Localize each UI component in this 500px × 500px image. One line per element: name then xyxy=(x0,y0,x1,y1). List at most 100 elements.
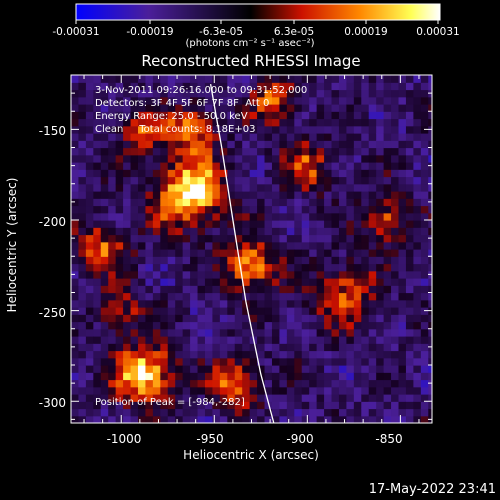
heatmap-cell xyxy=(100,350,109,359)
heatmap-cell xyxy=(85,249,94,257)
heatmap-cell xyxy=(145,372,154,381)
heatmap-cell xyxy=(234,212,243,221)
heatmap-cell xyxy=(242,104,251,112)
heatmap-cell xyxy=(190,350,199,359)
heatmap-cell xyxy=(242,147,251,156)
heatmap-cell xyxy=(294,89,303,98)
heatmap-cell xyxy=(137,169,147,178)
heatmap-cell xyxy=(405,140,414,149)
heatmap-cell xyxy=(145,386,154,395)
heatmap-cell xyxy=(108,227,117,236)
heatmap-cell xyxy=(182,415,191,423)
heatmap-cell xyxy=(100,133,109,141)
heatmap-cell xyxy=(279,278,288,286)
heatmap-cell xyxy=(152,357,161,366)
heatmap-cell xyxy=(353,365,362,373)
heatmap-cell xyxy=(353,183,362,192)
heatmap-cell xyxy=(331,372,340,381)
heatmap-cell xyxy=(391,183,400,192)
heatmap-cell xyxy=(93,270,102,279)
render-timestamp: 17-May-2022 23:41 xyxy=(368,482,496,497)
heatmap-cell xyxy=(428,278,432,286)
heatmap-cell xyxy=(78,386,87,395)
heatmap-cell xyxy=(100,183,109,192)
heatmap-cell xyxy=(137,104,147,112)
heatmap-cell xyxy=(420,169,429,178)
heatmap-cell xyxy=(115,401,124,410)
heatmap-cell xyxy=(294,220,303,228)
heatmap-cell xyxy=(152,415,161,423)
heatmap-cell xyxy=(242,270,251,279)
heatmap-cell xyxy=(197,314,206,323)
heatmap-cell xyxy=(405,154,414,163)
heatmap-cell xyxy=(190,408,199,417)
heatmap-cell xyxy=(93,307,102,315)
heatmap-cell xyxy=(108,343,117,352)
heatmap-cell xyxy=(242,234,251,243)
heatmap-cell xyxy=(249,328,258,337)
heatmap-cell xyxy=(257,278,266,286)
heatmap-cell xyxy=(420,82,429,91)
heatmap-cell xyxy=(123,256,132,265)
heatmap-cell xyxy=(212,212,221,221)
heatmap-cell xyxy=(160,82,169,91)
heatmap-cell xyxy=(257,408,266,417)
heatmap-cell xyxy=(353,75,362,83)
heatmap-cell xyxy=(93,386,102,395)
heatmap-cell xyxy=(338,96,347,105)
heatmap-cell xyxy=(190,415,199,423)
heatmap-cell xyxy=(204,212,214,221)
heatmap-cell xyxy=(249,234,258,243)
heatmap-cell xyxy=(376,147,385,156)
heatmap-cell xyxy=(338,227,347,236)
heatmap-cell xyxy=(391,227,400,236)
heatmap-cell xyxy=(257,350,266,359)
heatmap-cell xyxy=(361,234,370,243)
heatmap-cell xyxy=(324,379,333,388)
heatmap-cell xyxy=(257,118,266,127)
heatmap-cell xyxy=(219,278,228,286)
heatmap-cell xyxy=(197,343,206,352)
heatmap-cell xyxy=(309,234,318,243)
heatmap-cell xyxy=(286,343,295,352)
heatmap-cell xyxy=(145,104,154,112)
heatmap-cell xyxy=(152,198,161,207)
heatmap-cell xyxy=(346,169,355,178)
heatmap-cell xyxy=(309,256,318,265)
heatmap-cell xyxy=(123,336,132,344)
heatmap-cell xyxy=(93,350,102,359)
heatmap-cell xyxy=(204,154,214,163)
heatmap-cell xyxy=(294,176,303,185)
heatmap-cell xyxy=(301,314,310,323)
heatmap-cell xyxy=(316,357,325,366)
heatmap-cell xyxy=(271,278,281,286)
heatmap-cell xyxy=(264,278,273,286)
heatmap-cell xyxy=(286,89,295,98)
heatmap-cell xyxy=(420,270,429,279)
heatmap-cell xyxy=(398,147,407,156)
heatmap-cell xyxy=(294,299,303,308)
heatmap-cell xyxy=(137,205,147,214)
heatmap-cell xyxy=(204,191,214,199)
heatmap-cell xyxy=(420,111,429,120)
heatmap-cell xyxy=(182,198,191,207)
heatmap-cell xyxy=(130,256,139,265)
heatmap-cell xyxy=(190,357,199,366)
heatmap-cell xyxy=(190,292,199,301)
heatmap-cell xyxy=(294,205,303,214)
heatmap-cell xyxy=(108,89,117,98)
heatmap-cell xyxy=(309,183,318,192)
heatmap-cell xyxy=(264,285,273,294)
heatmap-cell xyxy=(264,336,273,344)
heatmap-cell xyxy=(405,212,414,221)
heatmap-cell xyxy=(324,401,333,410)
heatmap-cell xyxy=(301,249,310,257)
heatmap-cell xyxy=(182,372,191,381)
heatmap-cell xyxy=(338,336,347,344)
heatmap-cell xyxy=(71,415,80,423)
y-tick-label: -300 xyxy=(38,396,66,410)
heatmap-cell xyxy=(78,147,87,156)
heatmap-cell xyxy=(175,82,184,91)
heatmap-cell xyxy=(391,343,400,352)
heatmap-cell xyxy=(249,111,258,120)
